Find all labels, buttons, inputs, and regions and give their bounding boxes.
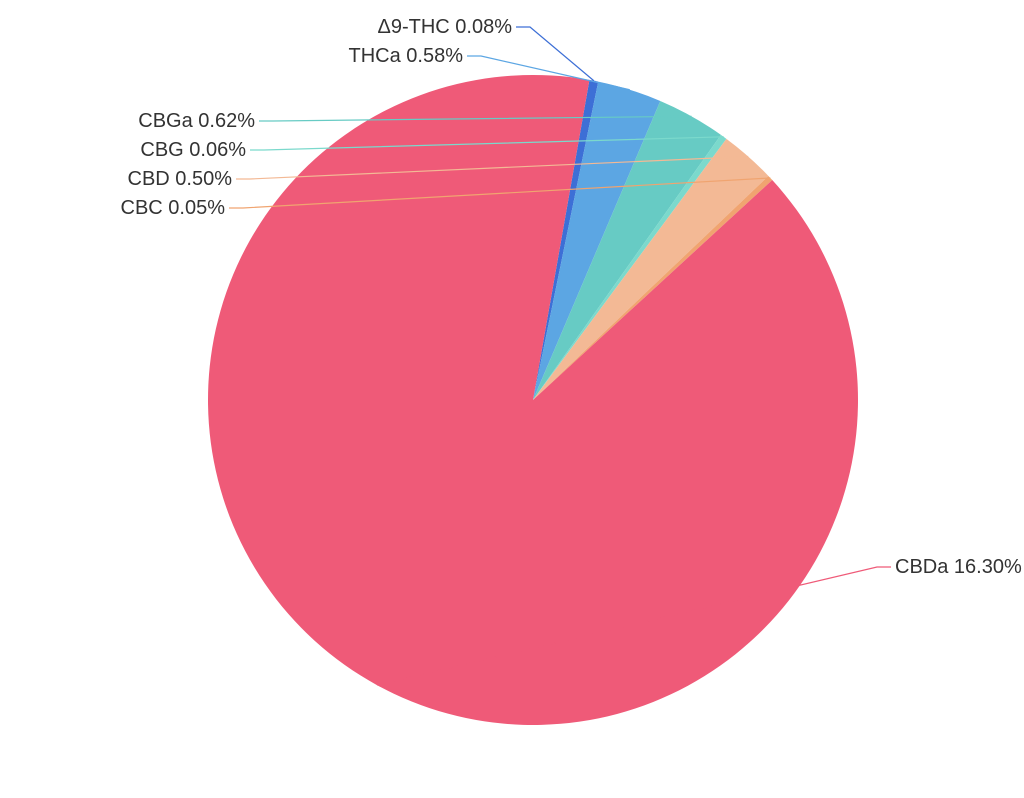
slice-label: CBD 0.50% xyxy=(128,168,233,190)
slice-label: CBC 0.05% xyxy=(121,197,226,219)
slice-label: CBGa 0.62% xyxy=(138,110,255,132)
slice-label: THCa 0.58% xyxy=(349,45,464,67)
cannabinoid-pie-chart: Δ9-THC 0.08% THCa 0.58% CBGa 0.62% CBG 0.06… xyxy=(0,0,1024,798)
slice-label: Δ9-THC 0.08% xyxy=(377,16,512,38)
slice-label: CBG 0.06% xyxy=(140,139,246,161)
slice-label: CBDa 16.30% xyxy=(895,556,1022,578)
